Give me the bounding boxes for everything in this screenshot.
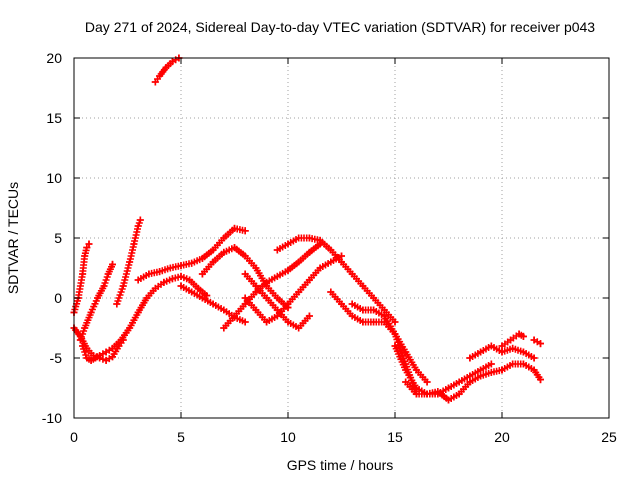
y-tick-label: -5 (50, 350, 63, 366)
series-markers (76, 260, 116, 344)
series-markers (177, 282, 249, 326)
axis-ticks (73, 57, 610, 419)
series-markers (113, 216, 144, 308)
series-markers (134, 224, 249, 284)
x-tick-label: 20 (494, 429, 510, 445)
series-markers (391, 342, 495, 398)
series-markers (402, 366, 506, 404)
series-trace-c (76, 260, 116, 344)
x-tick-label: 10 (280, 429, 296, 445)
y-tick-label: -10 (42, 410, 62, 426)
y-tick-label: 10 (46, 170, 62, 186)
series-trace-f (151, 54, 183, 86)
y-tick-label: 5 (54, 230, 62, 246)
x-tick-labels: 0 5 10 15 20 25 (70, 429, 617, 445)
x-tick-label: 5 (177, 429, 185, 445)
y-tick-label: 20 (46, 50, 62, 66)
y-tick-label: 0 (54, 290, 62, 306)
data-points (70, 54, 544, 404)
series-trace-k (241, 270, 313, 332)
series-trace-p (391, 342, 495, 398)
series-trace-o (348, 300, 431, 386)
series-markers (348, 300, 431, 386)
series-trace-t (498, 330, 527, 350)
series-trace-g (134, 224, 249, 284)
series-markers (498, 330, 527, 350)
series-trace-u (530, 336, 544, 348)
series-markers (241, 252, 345, 326)
y-axis-label: SDTVAR / TECUs (5, 182, 21, 294)
x-axis-label: GPS time / hours (287, 457, 394, 473)
chart-title: Day 271 of 2024, Sidereal Day-to-day VTE… (85, 19, 595, 35)
x-tick-label: 15 (387, 429, 403, 445)
series-trace-l (273, 234, 399, 326)
series-trace-j (220, 240, 324, 332)
series-trace-h (177, 282, 249, 326)
series-markers (498, 360, 544, 384)
series-markers (220, 240, 324, 332)
series-markers (151, 54, 183, 86)
grid-lines (74, 58, 609, 418)
x-tick-label: 25 (601, 429, 617, 445)
x-tick-label: 0 (70, 429, 78, 445)
series-markers (198, 244, 292, 312)
y-tick-label: 15 (46, 110, 62, 126)
series-trace-d (113, 216, 144, 308)
series-markers (466, 342, 538, 362)
series-markers (79, 272, 211, 364)
y-tick-labels: -10 -5 0 5 10 15 20 (42, 50, 62, 426)
series-trace-s (498, 360, 544, 384)
series-markers (273, 234, 399, 326)
series-trace-r (466, 342, 538, 362)
series-trace-m (241, 252, 345, 326)
series-trace-e (79, 272, 211, 364)
series-markers (530, 336, 544, 348)
